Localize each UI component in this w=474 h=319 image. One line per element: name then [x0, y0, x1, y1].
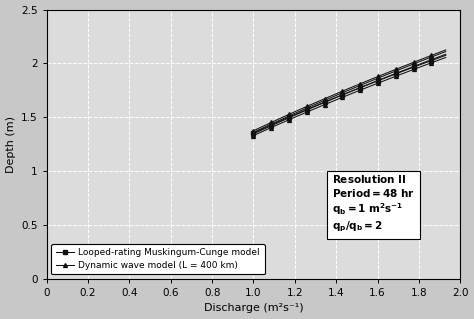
Dynamic wave model (L = 400 km)	[251, 134, 256, 137]
Looped-rating Muskingum-Cunge model	[421, 61, 427, 65]
Dynamic wave model (L = 400 km)	[322, 103, 328, 107]
Dynamic wave model (L = 400 km)	[286, 118, 292, 122]
Y-axis label: Depth (m): Depth (m)	[6, 116, 16, 173]
Legend: Looped-rating Muskingum-Cunge model, Dynamic wave model (L = 400 km): Looped-rating Muskingum-Cunge model, Dyn…	[51, 244, 264, 274]
Line: Looped-rating Muskingum-Cunge model: Looped-rating Muskingum-Cunge model	[252, 53, 447, 135]
Looped-rating Muskingum-Cunge model	[251, 131, 256, 135]
Dynamic wave model (L = 400 km)	[421, 63, 427, 67]
Dynamic wave model (L = 400 km)	[297, 113, 302, 117]
X-axis label: Discharge (m²s⁻¹): Discharge (m²s⁻¹)	[204, 303, 303, 314]
Looped-rating Muskingum-Cunge model	[297, 111, 302, 115]
Text: $\mathbf{Resolution\ II}$
$\mathbf{Period = 48\ hr}$
$\mathbf{q_b = 1\ m^2s^{-1}: $\mathbf{Resolution\ II}$ $\mathbf{Perio…	[332, 173, 415, 234]
Looped-rating Muskingum-Cunge model	[322, 100, 328, 104]
Looped-rating Muskingum-Cunge model	[443, 53, 448, 57]
Dynamic wave model (L = 400 km)	[443, 56, 448, 59]
Looped-rating Muskingum-Cunge model	[439, 55, 445, 59]
Dynamic wave model (L = 400 km)	[439, 57, 445, 61]
Line: Dynamic wave model (L = 400 km): Dynamic wave model (L = 400 km)	[252, 56, 447, 137]
Looped-rating Muskingum-Cunge model	[272, 121, 278, 125]
Looped-rating Muskingum-Cunge model	[286, 115, 292, 119]
Dynamic wave model (L = 400 km)	[272, 124, 278, 128]
